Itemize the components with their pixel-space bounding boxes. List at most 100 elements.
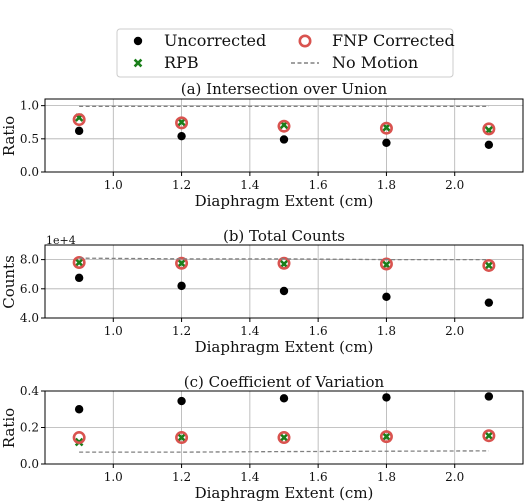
data-point-uncorrected <box>484 298 494 307</box>
legend-label-no-motion: No Motion <box>332 53 418 72</box>
data-point-rpb <box>177 258 186 268</box>
panel-title: (b) Total Counts <box>223 227 345 245</box>
data-point-uncorrected <box>484 392 494 401</box>
x-tick-label: 1.0 <box>104 178 123 192</box>
x-tick-label: 2.0 <box>445 178 464 192</box>
x-tick-label: 1.2 <box>172 324 191 338</box>
y-tick-label: 0.5 <box>20 132 39 146</box>
data-point-rpb <box>382 432 391 441</box>
series-line-no-motion <box>79 257 489 261</box>
x-axis-label: Diaphragm Extent (cm) <box>195 338 374 356</box>
data-point-rpb <box>177 433 186 442</box>
data-point-fnp-corrected <box>277 431 291 445</box>
data-point-rpb <box>382 260 391 270</box>
y-axis-label: Ratio <box>0 116 18 156</box>
data-point-uncorrected <box>177 396 186 406</box>
x-tick-label: 1.8 <box>377 324 396 338</box>
y-tick-label: 0.4 <box>20 384 39 398</box>
ticks: 1.0 1.2 1.4 1.6 1.8 2.0 0.0 0.2 0.4 <box>20 384 464 484</box>
series-line-no-motion <box>79 450 489 453</box>
data-point-fnp-corrected <box>277 256 291 270</box>
data-point-uncorrected <box>279 286 289 296</box>
data-point-fnp-corrected <box>72 431 86 445</box>
legend-box <box>116 28 454 78</box>
data-point-uncorrected <box>279 135 289 144</box>
series-layer <box>72 105 496 149</box>
data-point-uncorrected <box>177 131 186 141</box>
data-point-fnp-corrected <box>175 116 189 130</box>
y-tick-label: 0.2 <box>20 421 39 435</box>
panel-title: (a) Intersection over Union <box>181 80 388 98</box>
data-point-fnp-corrected <box>72 113 86 127</box>
data-point-fnp-corrected <box>175 256 189 270</box>
x-tick-label: 1.6 <box>309 178 328 192</box>
plot-frame <box>44 98 524 173</box>
x-tick-label: 1.4 <box>240 470 259 484</box>
x-tick-label: 1.0 <box>104 324 123 338</box>
legend-marker-uncorrected <box>133 36 143 46</box>
x-tick-label: 1.4 <box>240 178 259 192</box>
x-tick-label: 1.0 <box>104 470 123 484</box>
data-point-rpb <box>74 258 84 267</box>
data-point-fnp-corrected <box>379 257 393 271</box>
x-tick-label: 2.0 <box>445 470 464 484</box>
series-layer <box>72 392 496 453</box>
data-point-uncorrected <box>484 140 494 149</box>
data-point-uncorrected <box>74 126 84 136</box>
data-point-rpb <box>279 433 289 442</box>
x-tick-label: 1.2 <box>172 470 191 484</box>
data-point-fnp-corrected <box>482 429 496 443</box>
data-point-uncorrected <box>74 273 84 283</box>
legend-marker-rpb <box>133 58 143 68</box>
x-tick-label: 1.4 <box>240 324 259 338</box>
data-point-fnp-corrected <box>379 121 393 135</box>
y-tick-label: 0.0 <box>20 457 39 471</box>
series-layer <box>72 256 496 307</box>
ticks: 1.0 1.2 1.4 1.6 1.8 2.0 0.0 0.5 1.0 <box>20 99 464 192</box>
data-point-uncorrected <box>382 292 391 302</box>
y-tick-label: 0.0 <box>20 165 39 179</box>
panel-title: (c) Coefficient of Variation <box>184 373 385 391</box>
x-tick-label: 1.8 <box>377 470 396 484</box>
x-tick-label: 1.2 <box>172 178 191 192</box>
x-tick-label: 2.0 <box>445 324 464 338</box>
data-point-uncorrected <box>74 405 84 414</box>
x-tick-label: 1.8 <box>377 178 396 192</box>
data-point-rpb <box>177 117 186 127</box>
data-point-uncorrected <box>279 394 289 403</box>
data-point-fnp-corrected <box>72 256 86 270</box>
data-point-rpb <box>279 259 289 269</box>
data-point-rpb <box>484 431 494 441</box>
panel-intersection-over-union: (a) Intersection over Union 1.0 1.2 1.4 1.6… <box>0 80 524 210</box>
legend-marker-fnp-corrected <box>298 34 312 48</box>
plot-frame <box>44 244 524 319</box>
legend-label-uncorrected: Uncorrected <box>164 31 266 50</box>
y-tick-label: 8.0 <box>20 253 39 267</box>
data-point-uncorrected <box>382 138 391 147</box>
x-tick-label: 1.6 <box>309 324 328 338</box>
data-point-fnp-corrected <box>277 119 291 133</box>
data-point-fnp-corrected <box>379 430 393 444</box>
y-axis-label: Counts <box>0 255 18 309</box>
legend: Uncorrected RPB FNP Corrected No Motion <box>116 28 455 78</box>
legend-label-rpb: RPB <box>164 53 199 72</box>
data-point-rpb <box>382 123 391 132</box>
y-axis-label: Ratio <box>0 408 18 448</box>
panel-coefficient-of-variation: (c) Coefficient of Variation 1.0 1.2 1.4 1.… <box>0 373 524 502</box>
panel-total-counts: (b) Total Counts 1e+4 1.0 1.2 1.4 1.6 1.8 2.0… <box>0 227 524 356</box>
y-tick-label: 1.0 <box>20 99 39 113</box>
y-axis-offset-label: 1e+4 <box>46 234 76 247</box>
x-axis-label: Diaphragm Extent (cm) <box>195 192 374 210</box>
data-point-rpb <box>484 261 494 270</box>
x-axis-label: Diaphragm Extent (cm) <box>195 484 374 502</box>
data-point-fnp-corrected <box>175 431 189 445</box>
y-tick-label: 6.0 <box>20 282 39 296</box>
ticks: 1.0 1.2 1.4 1.6 1.8 2.0 4.0 6.0 8.0 <box>20 253 464 338</box>
data-point-uncorrected <box>177 281 186 291</box>
data-point-fnp-corrected <box>482 122 496 136</box>
y-tick-label: 4.0 <box>20 311 39 325</box>
legend-markers <box>133 34 319 68</box>
grid <box>45 245 523 319</box>
x-tick-label: 1.6 <box>309 470 328 484</box>
